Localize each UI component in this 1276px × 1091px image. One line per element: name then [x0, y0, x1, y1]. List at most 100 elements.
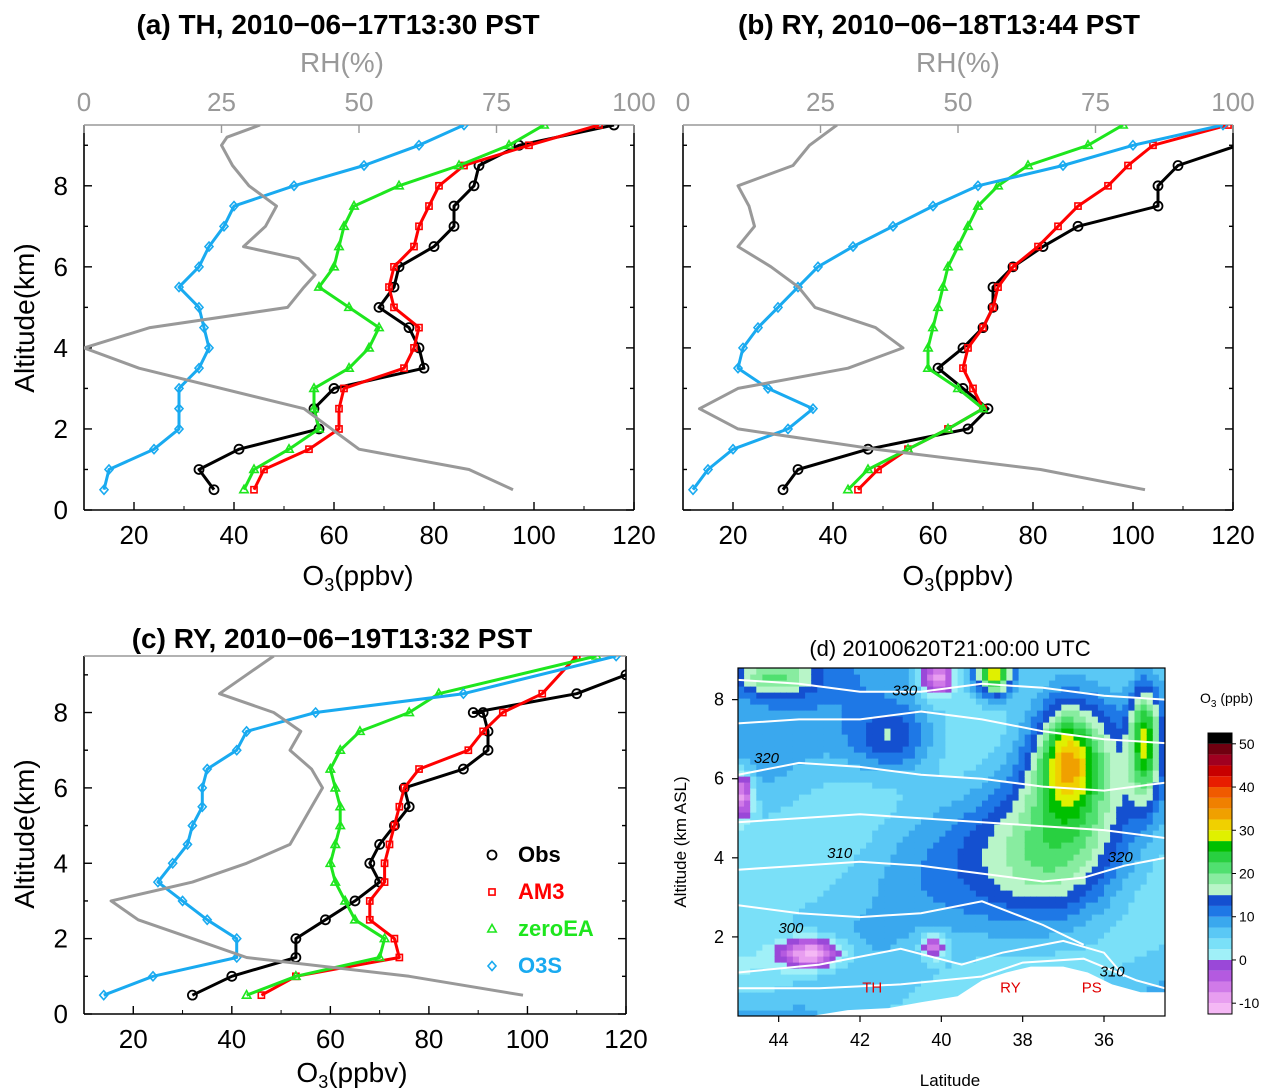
- heatmap-cell: [975, 794, 983, 801]
- heatmap-cell: [982, 806, 989, 813]
- heatmap-cell: [817, 920, 824, 927]
- heatmap-cell: [817, 992, 824, 999]
- heatmap-cell: [884, 926, 892, 933]
- heatmap-cell: [860, 908, 867, 915]
- heatmap-cell: [811, 668, 818, 675]
- heatmap-cell: [817, 680, 824, 687]
- panel-c-series-am3-point: [538, 689, 547, 698]
- heatmap-cell: [738, 812, 745, 819]
- heatmap-cell: [933, 758, 940, 765]
- panel-b: (b) RY, 2010−06−18T13:44 PST RH(%) O3(pp…: [676, 9, 1255, 595]
- heatmap-cell: [1158, 842, 1165, 849]
- heatmap-cell: [1006, 794, 1014, 801]
- heatmap-cell: [988, 890, 995, 897]
- heatmap-cell: [1116, 716, 1123, 723]
- panel-b-series-rh-line: [698, 125, 1146, 492]
- panel-c-x-tick-label: 20: [119, 1024, 148, 1054]
- heatmap-cell: [817, 986, 824, 993]
- heatmap-cell: [805, 812, 812, 819]
- heatmap-cell: [1097, 896, 1105, 903]
- heatmap-cell: [841, 944, 849, 951]
- heatmap-cell: [799, 926, 806, 933]
- heatmap-cell: [927, 968, 934, 975]
- heatmap-cell: [1049, 920, 1056, 927]
- heatmap-cell: [792, 722, 800, 729]
- panel-c-y-tick-label: 8: [54, 698, 68, 728]
- heatmap-cell: [738, 836, 745, 843]
- heatmap-cell: [927, 842, 934, 849]
- heatmap-cell: [1152, 782, 1160, 789]
- heatmap-cell: [1091, 680, 1099, 687]
- heatmap-cell: [866, 830, 873, 837]
- heatmap-cell: [921, 890, 928, 897]
- heatmap-cell: [1043, 842, 1050, 849]
- heatmap-cell: [963, 776, 971, 783]
- heatmap-cell: [1079, 968, 1087, 975]
- heatmap-cell: [902, 830, 910, 837]
- heatmap-cell: [762, 920, 770, 927]
- heatmap-cell: [835, 986, 843, 993]
- heatmap-cell: [969, 824, 977, 831]
- heatmap-cell: [896, 890, 904, 897]
- heatmap-cell: [933, 854, 940, 861]
- heatmap-cell: [750, 698, 757, 705]
- heatmap-cell: [750, 752, 757, 759]
- heatmap-cell: [963, 746, 971, 753]
- heatmap-cell: [805, 692, 812, 699]
- heatmap-cell: [872, 752, 879, 759]
- heatmap-cell: [817, 824, 824, 831]
- heatmap-cell: [957, 728, 965, 735]
- heatmap-cell: [1128, 902, 1136, 909]
- panel-a-series-obs-point: [328, 383, 340, 394]
- heatmap-cell: [1128, 818, 1136, 825]
- heatmap-cell: [750, 674, 757, 681]
- heatmap-cell: [860, 692, 867, 699]
- heatmap-cell: [1079, 740, 1087, 747]
- heatmap-cell: [896, 848, 904, 855]
- heatmap-cell: [1091, 866, 1099, 873]
- heatmap-cell: [1043, 734, 1050, 741]
- heatmap-cell: [756, 728, 763, 735]
- heatmap-cell: [823, 692, 831, 699]
- heatmap-cell: [762, 830, 770, 837]
- heatmap-cell: [1061, 926, 1068, 933]
- heatmap-cell: [1030, 746, 1038, 753]
- heatmap-cell: [921, 692, 928, 699]
- heatmap-cell: [1110, 752, 1117, 759]
- heatmap-cell: [957, 746, 965, 753]
- heatmap-cell: [1006, 896, 1014, 903]
- heatmap-cell: [878, 830, 885, 837]
- heatmap-cell: [786, 800, 794, 807]
- heatmap-cell: [738, 830, 745, 837]
- heatmap-cell: [774, 812, 782, 819]
- heatmap-cell: [744, 926, 751, 933]
- heatmap-cell: [829, 944, 837, 951]
- heatmap-cell: [847, 800, 855, 807]
- panel-b-series-o3s-point: [1127, 139, 1139, 151]
- heatmap-cell: [902, 854, 910, 861]
- heatmap-cell: [1067, 926, 1075, 933]
- heatmap-cell: [957, 890, 965, 897]
- panel-a-series-zeroea-point: [503, 139, 515, 150]
- heatmap-cell: [829, 914, 837, 921]
- heatmap-cell: [908, 872, 916, 879]
- heatmap-cell: [853, 920, 861, 927]
- heatmap-cell: [1043, 782, 1050, 789]
- panel-b-series-zeroea-point: [942, 260, 954, 271]
- heatmap-cell: [750, 668, 757, 675]
- heatmap-cell: [1079, 884, 1087, 891]
- heatmap-cell: [1128, 824, 1136, 831]
- heatmap-cell: [817, 764, 824, 771]
- heatmap-cell: [1152, 794, 1160, 801]
- panel-c-series-obs-point: [186, 989, 198, 1001]
- heatmap-cell: [792, 908, 800, 915]
- heatmap-cell: [774, 896, 782, 903]
- heatmap-cell: [829, 998, 837, 1005]
- heatmap-cell: [1036, 926, 1044, 933]
- heatmap-cell: [896, 824, 904, 831]
- heatmap-cell: [945, 764, 953, 771]
- heatmap-cell: [750, 956, 757, 963]
- heatmap-cell: [902, 674, 910, 681]
- heatmap-cell: [738, 824, 745, 831]
- heatmap-cell: [762, 722, 770, 729]
